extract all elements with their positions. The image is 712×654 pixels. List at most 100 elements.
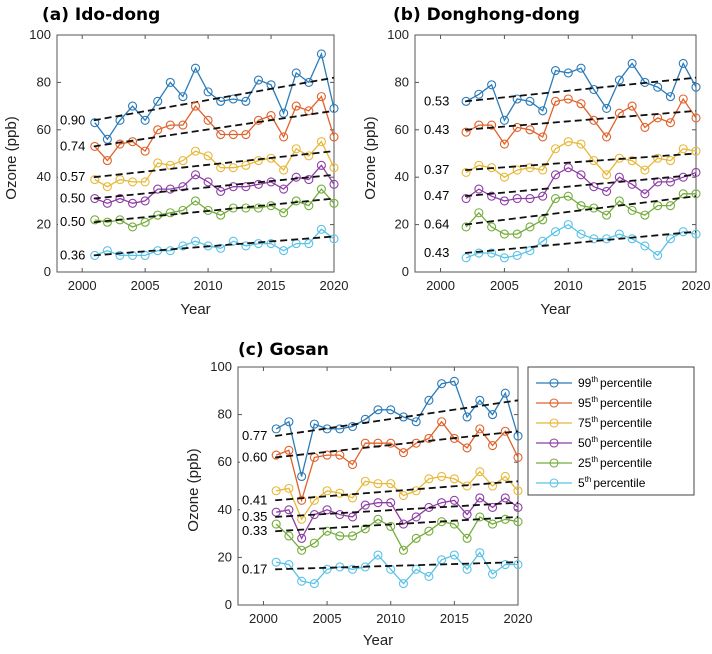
trend-line [275,561,519,571]
panel-c-plot: 0 20 40 60 80 100 2000 2005 2010 2015 2020 Year Ozon… [185,359,532,649]
data-point [228,163,238,173]
data-point [127,250,138,260]
data-point [512,229,522,239]
data-point [386,498,396,508]
slope-label: 0.35 [242,509,267,524]
data-point [304,106,314,116]
x-tick-label: 2015 [440,611,469,626]
data-point [691,167,701,178]
data-point [322,526,332,536]
data-point [437,471,447,482]
data-point [284,417,294,427]
data-point [437,417,447,427]
data-point [297,533,307,543]
data-point [297,545,307,555]
data-point [614,75,624,85]
data-point [563,68,573,78]
data-point [140,196,150,206]
series-line [276,551,518,585]
slope-label: 0.43 [424,245,449,260]
y-axis-label: Ozone (ppb) [362,116,379,199]
series: 0.37 [422,137,701,182]
data-point [178,241,188,251]
data-point [309,419,319,429]
data-point [115,139,125,149]
series-line [276,470,519,521]
data-point [190,101,201,111]
slope-label-bg [422,215,452,231]
data-point [316,160,326,170]
data-point [398,448,409,458]
panel-a-plot: 0 20 40 60 80 100 2000 2005 2010 2015 2020 Year Ozon… [3,27,348,318]
data-point [322,486,332,496]
data-point [487,440,498,451]
y-tick-label: 0 [402,264,409,279]
y-tick-label: 60 [395,122,409,137]
data-point [538,106,548,116]
data-point [665,92,676,102]
data-point [640,165,650,175]
data-point [665,156,676,166]
data-point [271,519,281,529]
data-point [178,92,188,102]
data-point [284,531,294,541]
data-point [266,239,276,249]
data-point [512,122,522,132]
data-point [653,250,663,260]
data-point [203,177,213,187]
series-line [465,61,697,122]
data-point [424,474,434,484]
data-point [190,236,201,246]
series: 0.60 [240,417,523,505]
slope-label: 0.37 [424,162,449,177]
data-point [329,103,339,114]
series: 0.43 [422,94,701,149]
data-point [665,201,676,211]
series-line [465,140,697,178]
data-point [550,144,561,154]
data-point [279,165,289,175]
data-point [253,203,264,213]
data-point [678,189,688,199]
data-point [115,193,125,204]
legend-marker [549,478,559,488]
slope-label-bg [240,427,270,443]
data-point [424,433,434,443]
data-point [398,579,409,589]
series: 0.64 [422,189,701,239]
data-point [474,184,484,194]
data-point [640,210,650,220]
data-point [461,222,471,232]
data-point [165,184,175,194]
legend-entry: 5th percentile [536,475,646,490]
data-point [373,479,383,489]
y-tick-label: 20 [37,217,51,232]
data-point [640,241,650,251]
data-point [525,246,535,256]
data-point [475,493,485,503]
slope-label: 0.41 [242,492,267,507]
data-point [140,217,150,227]
data-point [203,87,213,97]
data-point [424,395,434,405]
legend-marker [549,438,559,448]
data-point [500,471,510,482]
legend-label: 25th percentile [578,455,652,470]
y-tick-label: 80 [395,74,409,89]
data-point [271,557,281,567]
series: 0.17 [240,548,523,589]
data-point [627,101,637,111]
data-point [304,175,314,185]
data-point [347,421,358,432]
series: 0.90 [58,49,339,144]
trend-line [93,197,335,224]
data-point [90,118,100,128]
data-point [335,510,345,520]
data-point [665,118,676,128]
data-point [253,156,264,166]
data-point [241,182,251,192]
x-tick-label: 2020 [682,278,711,293]
data-point [127,177,138,187]
x-axis-label: Year [363,632,393,649]
